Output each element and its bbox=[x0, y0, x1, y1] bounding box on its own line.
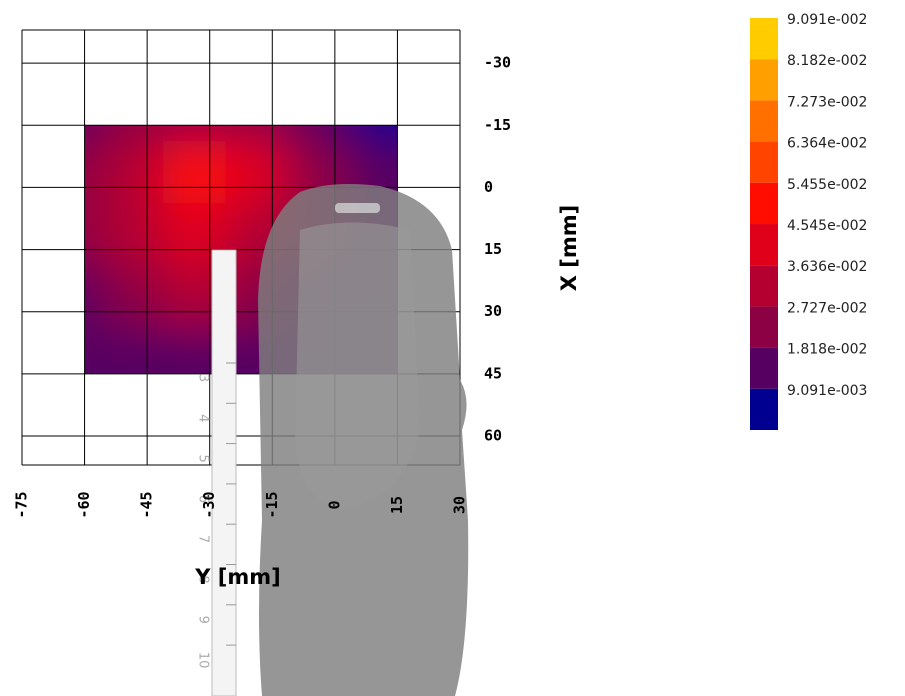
y-tick-label: 45 bbox=[484, 364, 502, 382]
y-tick-label: -30 bbox=[484, 54, 511, 72]
x-tick-label: -45 bbox=[138, 491, 156, 518]
x-tick-label: 0 bbox=[325, 500, 343, 509]
y-tick-label: -15 bbox=[484, 116, 511, 134]
colorbar: 9.091e-002 8.182e-002 7.273e-002 6.364e-002… bbox=[750, 12, 867, 430]
colorbar-segment bbox=[750, 306, 778, 348]
colorbar-label: 6.364e-002 bbox=[787, 136, 867, 152]
ruler-label: 10 bbox=[196, 652, 211, 669]
colorbar-segment bbox=[750, 265, 778, 307]
x-axis-title: Y [mm] bbox=[194, 565, 280, 589]
y-tick-label: 15 bbox=[484, 240, 502, 258]
phone-slot bbox=[335, 203, 380, 213]
colorbar-segment bbox=[750, 224, 778, 266]
x-tick-label: -15 bbox=[263, 491, 281, 518]
colorbar-segment bbox=[750, 182, 778, 225]
ruler-label: 4 bbox=[196, 414, 211, 422]
phone-screen bbox=[295, 222, 420, 510]
colorbar-label: 1.818e-002 bbox=[787, 342, 867, 358]
ruler bbox=[211, 249, 237, 696]
colorbar-segment bbox=[750, 59, 778, 101]
colorbar-label: 9.091e-003 bbox=[787, 383, 867, 399]
colorbar-label: 4.545e-002 bbox=[787, 218, 867, 234]
ruler-label: 7 bbox=[196, 535, 211, 543]
y-tick-label: 30 bbox=[484, 302, 502, 320]
colorbar-segment bbox=[750, 347, 778, 389]
colorbar-label: 2.727e-002 bbox=[787, 300, 867, 316]
colorbar-label: 5.455e-002 bbox=[787, 177, 867, 193]
ruler-label: 6 bbox=[196, 495, 211, 503]
colorbar-label: 9.091e-002 bbox=[787, 12, 867, 28]
colorbar-label: 3.636e-002 bbox=[787, 259, 867, 275]
ruler-labels: 3 4 5 6 7 8 9 10 bbox=[196, 362, 236, 669]
y-axis-title: X [mm] bbox=[557, 205, 581, 291]
colorbar-segment bbox=[750, 388, 778, 430]
colorbar-segment bbox=[750, 141, 778, 183]
x-tick-label: 15 bbox=[388, 496, 406, 514]
colorbar-label: 7.273e-002 bbox=[787, 94, 867, 110]
y-tick-label: 60 bbox=[484, 427, 502, 445]
colorbar-segment bbox=[750, 100, 778, 142]
ruler-label: 5 bbox=[196, 454, 211, 462]
x-tick-label: -30 bbox=[200, 491, 218, 518]
colorbar-label: 8.182e-002 bbox=[787, 53, 867, 69]
y-tick-label: 0 bbox=[484, 178, 493, 196]
x-tick-label: -75 bbox=[13, 491, 31, 518]
ruler-label: 3 bbox=[196, 374, 211, 382]
ruler-label: 8 bbox=[196, 575, 211, 583]
colorbar-segment bbox=[750, 18, 778, 60]
x-tick-label: -60 bbox=[75, 491, 93, 518]
ruler-label: 9 bbox=[196, 616, 211, 624]
x-tick-label: 30 bbox=[451, 496, 469, 514]
